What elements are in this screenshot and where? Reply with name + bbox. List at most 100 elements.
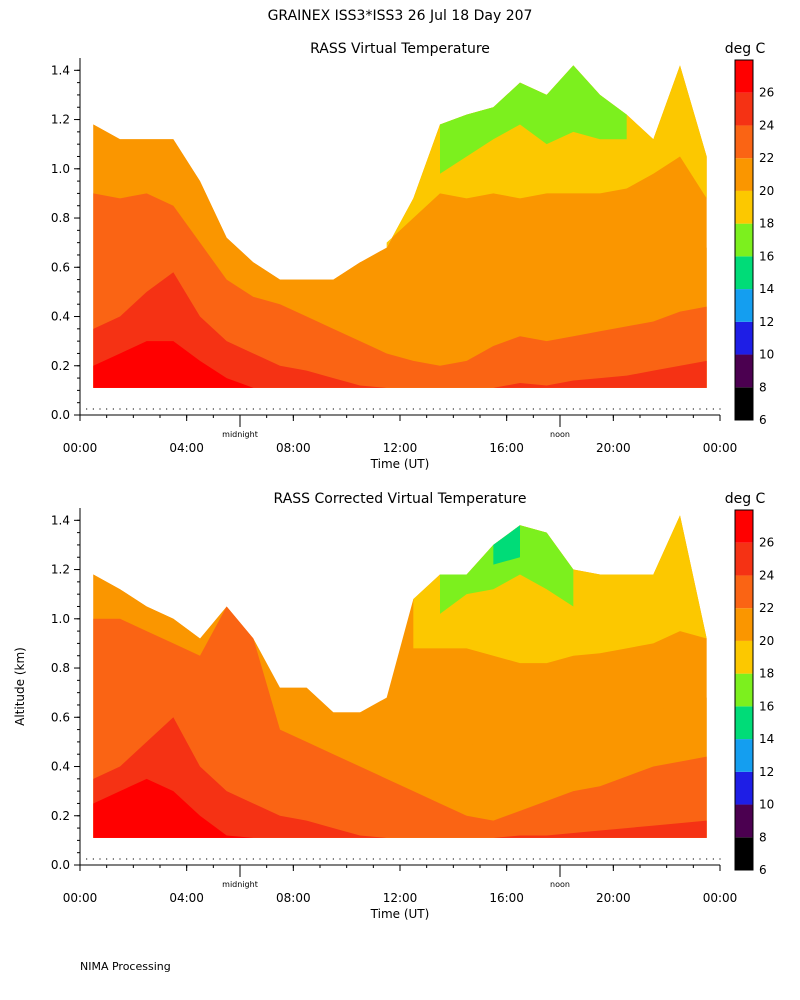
sample-dot: [392, 408, 394, 410]
x-tick-label: 00:00: [703, 441, 738, 455]
sample-dot: [332, 408, 334, 410]
colorbar-swatch: [735, 608, 753, 641]
sample-dot: [172, 858, 174, 860]
sample-dot: [159, 408, 161, 410]
colorbar-tick-label: 18: [759, 217, 774, 231]
sample-dot: [319, 408, 321, 410]
sample-dot: [619, 408, 621, 410]
sample-dot: [352, 408, 354, 410]
sample-dot: [266, 858, 268, 860]
sample-dot: [486, 858, 488, 860]
sample-dot: [512, 408, 514, 410]
panel-2: RASS Corrected Virtual Temperature deg C 0…: [13, 491, 774, 921]
sample-dot: [92, 858, 94, 860]
y-tick-label: 0.8: [51, 211, 70, 225]
marker-label-noon: noon: [550, 880, 570, 889]
colorbar-swatch: [735, 673, 753, 707]
sample-dot: [592, 858, 594, 860]
y-tick-label: 1.2: [51, 113, 70, 127]
sample-dot: [519, 408, 521, 410]
colorbar-swatch: [735, 60, 753, 93]
sample-dot: [572, 858, 574, 860]
sample-dot: [352, 858, 354, 860]
sample-dot: [499, 858, 501, 860]
sample-dot: [686, 408, 688, 410]
sample-dot: [406, 858, 408, 860]
sample-dot: [619, 858, 621, 860]
sample-dot: [179, 408, 181, 410]
sample-dot: [252, 408, 254, 410]
sample-dot: [419, 408, 421, 410]
colorbar-swatch: [735, 804, 753, 838]
sample-dot: [86, 858, 88, 860]
colorbar-swatch: [735, 158, 753, 191]
sample-dot: [359, 408, 361, 410]
sample-dot: [479, 408, 481, 410]
sample-dot: [439, 858, 441, 860]
sample-dot: [426, 858, 428, 860]
sample-dot: [112, 858, 114, 860]
sample-dot: [659, 408, 661, 410]
colorbar-tick-label: 22: [759, 151, 774, 165]
sample-dot: [466, 858, 468, 860]
sample-dot: [546, 408, 548, 410]
sample-dot: [186, 858, 188, 860]
sample-dot: [546, 858, 548, 860]
sample-dot: [699, 408, 701, 410]
sample-dot: [432, 858, 434, 860]
sample-dot: [199, 858, 201, 860]
sample-dot: [426, 408, 428, 410]
sample-dot: [512, 858, 514, 860]
colorbar-tick-label: 24: [759, 118, 774, 132]
band-22-24: [93, 193, 707, 388]
sample-dot: [312, 408, 314, 410]
colorbar-tick-label: 26: [759, 86, 774, 100]
sample-dot: [506, 858, 508, 860]
sample-dot: [686, 858, 688, 860]
sample-dot: [699, 858, 701, 860]
sample-dot: [646, 858, 648, 860]
sample-dot: [212, 858, 214, 860]
colorbar-tick-label: 10: [759, 348, 774, 362]
sample-dot: [459, 408, 461, 410]
sample-dot: [212, 408, 214, 410]
sample-dot: [432, 408, 434, 410]
sample-dot: [412, 858, 414, 860]
colorbar-tick-label: 10: [759, 798, 774, 812]
sample-dot: [646, 408, 648, 410]
sample-dot: [672, 408, 674, 410]
x-tick-label: 00:00: [63, 441, 98, 455]
sample-dot: [606, 858, 608, 860]
sample-dot: [79, 408, 81, 410]
figure-title: GRAINEX ISS3*ISS3 26 Jul 18 Day 207: [268, 8, 533, 24]
colorbar-swatch: [735, 190, 753, 224]
sample-dot: [339, 858, 341, 860]
sample-dot: [706, 408, 708, 410]
colorbar-swatch: [735, 321, 753, 355]
colorbar-label: deg C: [725, 491, 766, 507]
colorbar-tick-label: 6: [759, 863, 767, 877]
sample-dot: [539, 408, 541, 410]
colorbar-swatch: [735, 771, 753, 805]
sample-dot: [326, 408, 328, 410]
colorbar-swatch: [735, 354, 753, 388]
sample-dot: [106, 408, 108, 410]
x-tick-label: 00:00: [703, 891, 738, 905]
colorbar-tick-label: 12: [759, 765, 774, 779]
sample-dot: [639, 858, 641, 860]
sample-dot: [139, 858, 141, 860]
marker-label-noon: noon: [550, 430, 570, 439]
sample-dot: [339, 408, 341, 410]
sample-dot: [219, 858, 221, 860]
sample-dot: [306, 408, 308, 410]
sample-dot: [366, 858, 368, 860]
sample-dot: [399, 858, 401, 860]
sample-dot: [112, 408, 114, 410]
colorbar-swatch: [735, 125, 753, 159]
y-tick-label: 0.0: [51, 408, 70, 422]
sample-dot: [666, 858, 668, 860]
sample-dot: [612, 858, 614, 860]
sample-dot: [606, 408, 608, 410]
sample-dot: [146, 858, 148, 860]
sample-dot: [259, 858, 261, 860]
